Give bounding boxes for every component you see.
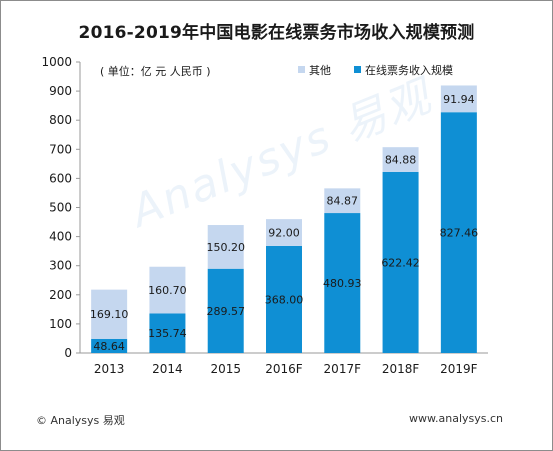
bar-segment-other [382,147,419,172]
bar-segment-main [266,245,302,353]
data-label-other: 92.00 [268,227,300,240]
data-label-main: 827.46 [440,227,479,240]
bar-segment-main [91,338,128,353]
bar-segment-other [91,289,128,339]
legend-swatch [298,66,305,73]
bar-segment-main [382,171,419,353]
y-tick-label: 800 [49,113,72,127]
bar-segment-main [207,268,244,353]
bar-segment-other [440,85,477,113]
x-tick-label: 2015 [210,362,241,376]
data-label-main: 480.93 [323,277,362,290]
x-tick-label: 2017F [324,362,362,376]
y-tick-label: 900 [49,84,72,98]
y-tick-label: 300 [49,259,72,273]
data-label-other: 84.88 [385,154,417,167]
x-tick-label: 2018F [382,362,420,376]
x-tick-label: 2014 [152,362,183,376]
y-tick-label: 400 [49,230,72,244]
y-tick-label: 600 [49,171,72,185]
data-label-main: 368.00 [265,293,304,306]
chart-title: 2016-2019年中国电影在线票务市场收入规模预测 [78,23,475,43]
data-label-main: 135.74 [148,327,187,340]
bar-segment-other [324,188,361,214]
data-label-other: 84.87 [327,195,359,208]
data-label-main: 622.42 [381,256,420,269]
data-label-other: 91.94 [443,93,475,106]
data-label-other: 169.10 [90,308,129,321]
bar-segment-other [266,219,302,246]
data-label-main: 48.64 [93,340,125,353]
legend-label: 其他 [309,64,331,77]
y-tick-label: 100 [49,317,72,331]
bar-segment-main [149,313,186,353]
y-tick-label: 1000 [41,55,72,69]
y-tick-label: 0 [64,346,72,360]
website-url: www.analysys.cn [409,412,503,425]
x-tick-label: 2016F [265,362,303,376]
y-tick-label: 700 [49,142,72,156]
y-tick-label: 200 [49,288,72,302]
x-tick-label: 2019F [440,362,478,376]
data-label-main: 289.57 [206,305,245,318]
unit-note: ( 单位：亿 元 人民币 ) [100,64,211,78]
x-tick-label: 2013 [94,362,125,376]
bar-segment-other [207,225,244,269]
bar-segment-other [149,266,186,314]
copyright-text: © Analysys 易观 [36,414,125,427]
bar-segment-main [440,112,477,353]
bar-segment-main [324,213,361,353]
data-label-other: 160.70 [148,284,187,297]
legend-label: 在线票务收入规模 [365,63,453,77]
legend-swatch [354,66,361,73]
data-label-other: 150.20 [206,241,245,254]
y-tick-label: 500 [49,201,72,215]
